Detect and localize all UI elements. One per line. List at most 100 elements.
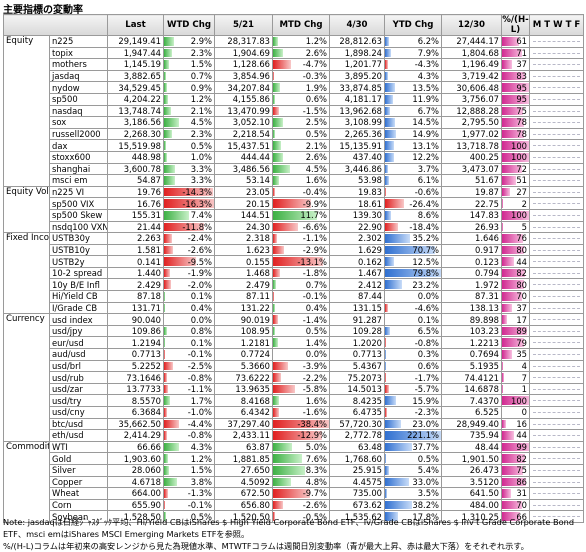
cell-text: 0.7% xyxy=(190,71,212,82)
cell: 13,718.78 xyxy=(441,139,502,152)
cell: -1.8% xyxy=(272,266,330,280)
table-row: sp500 4,204.22 1.2% 4,155.86 0.6% 4,181.17 11.… xyxy=(4,92,584,106)
section-label: Fixed Income xyxy=(3,232,50,315)
data-bar xyxy=(273,431,323,440)
data-bar xyxy=(385,199,404,208)
row-name: btc/usd xyxy=(49,417,108,431)
data-bar xyxy=(385,106,390,116)
cell-text: 22.75 xyxy=(475,198,499,209)
cell-text: 3,052.10 xyxy=(232,117,270,128)
cell-text: 0.0% xyxy=(305,349,327,360)
cell: 0.0% xyxy=(384,290,442,303)
cell: -2.3% xyxy=(384,406,442,419)
cell-text: 23.05 xyxy=(246,187,270,198)
data-bar xyxy=(385,60,389,69)
cell-text: 1,528.50 xyxy=(123,511,161,522)
cell-text: -4.3% xyxy=(414,59,439,70)
cell: 1.2181 xyxy=(214,336,273,350)
cell-text: Wheat xyxy=(52,488,80,499)
note: Note: jasdaqは日経ｼﾞｬｽﾀﾞｯｸ平均、Hi/Yield CBはiS… xyxy=(3,517,575,539)
cell: 735.94 xyxy=(441,429,502,442)
cell-text: 0.155 xyxy=(246,256,270,267)
cell: 664.00 xyxy=(107,487,164,500)
daily-change-cell xyxy=(529,313,584,326)
data-bar xyxy=(273,83,281,92)
cell-text: 66 xyxy=(516,511,527,522)
cell-text: -0.6% xyxy=(414,187,439,198)
cell: 63.48 xyxy=(329,440,385,454)
daily-change-line xyxy=(533,296,580,298)
daily-change-cell xyxy=(529,452,584,465)
cell-text: -9.7% xyxy=(302,488,327,499)
cell: 108.95 xyxy=(214,324,273,338)
daily-change-cell xyxy=(529,174,584,187)
cell-text: 735.94 xyxy=(469,430,499,441)
row-name: sp500 VIX xyxy=(49,197,108,210)
data-bar xyxy=(273,37,278,46)
cell: 0.162 xyxy=(329,255,385,268)
cell-text: 2,265.36 xyxy=(344,129,382,140)
cell: 1,528.50 xyxy=(107,510,164,523)
data-bar xyxy=(502,164,523,174)
cell-text: 3,446.86 xyxy=(344,163,382,174)
cell: 0.141 xyxy=(107,255,164,268)
data-bar xyxy=(385,83,395,92)
cell-text: 131.71 xyxy=(131,302,161,313)
cell-text: -1.3% xyxy=(187,488,212,499)
cell: -5.8% xyxy=(272,382,330,396)
cell-text: -2.5% xyxy=(187,360,212,371)
cell: 13,470.99 xyxy=(214,104,273,118)
cell-text: 63.87 xyxy=(246,442,270,453)
daily-change-cell xyxy=(529,278,584,292)
cell: 70.7% xyxy=(384,243,442,257)
data-bar xyxy=(502,373,504,382)
cell: 23.2% xyxy=(384,278,442,292)
cell: 2.1% xyxy=(163,104,215,118)
cell: -0.1% xyxy=(163,498,215,512)
cell-text: 23.2% xyxy=(412,279,439,290)
cell-text: 4,204.22 xyxy=(123,94,161,105)
cell-text: 2,795.50 xyxy=(461,117,499,128)
data-bar xyxy=(164,431,167,440)
cell-text: 3.8% xyxy=(190,476,212,487)
data-bar xyxy=(164,384,168,394)
cell-text: 11.7% xyxy=(300,210,327,221)
header-row: Last WTD Chg 5/21 MTD Chg 4/30 YTD Chg 12/30 %/… xyxy=(3,14,584,36)
cell-text: 75.2073 xyxy=(347,372,382,383)
table-row: msci em 54.87 3.3% 53.14 1.6% 53.98 6.1% 51.67 5… xyxy=(4,174,584,187)
cell-text: usd index xyxy=(52,314,93,325)
section-label: Equity Vols xyxy=(3,185,50,234)
data-bar xyxy=(502,60,513,69)
data-bar xyxy=(502,292,522,301)
cell: 57,720.30 xyxy=(329,417,385,431)
data-bar xyxy=(502,152,529,162)
column-header: Last xyxy=(107,14,164,36)
cell: 51.67 xyxy=(441,174,502,187)
cell: 80 xyxy=(501,243,530,257)
cell: 87.44 xyxy=(329,290,385,303)
cell-text: 109.86 xyxy=(131,326,161,337)
cell-text: 1.0% xyxy=(190,152,212,163)
cell-text: 86 xyxy=(516,476,527,487)
cell: -9.5% xyxy=(163,255,215,268)
cell: 2.479 xyxy=(214,278,273,292)
cell-text: 6.4735 xyxy=(352,407,382,418)
daily-change-line xyxy=(533,261,580,263)
cell: 17 xyxy=(501,313,530,326)
cell-text: 6.7% xyxy=(417,105,439,116)
daily-change-line xyxy=(533,180,580,182)
data-bar xyxy=(273,176,280,185)
cell-text: 2.6% xyxy=(305,47,327,58)
cell: 1 xyxy=(501,382,530,396)
cell-text: 37,297.40 xyxy=(227,418,270,429)
row-name: Copper xyxy=(49,475,108,489)
cell: -38.4% xyxy=(272,417,330,431)
daily-change-cell xyxy=(529,116,584,129)
data-bar xyxy=(502,512,521,521)
cell-text: 1,898.24 xyxy=(344,47,382,58)
cell-text: 87.31 xyxy=(475,291,499,302)
cell: 15.9% xyxy=(384,394,442,407)
cell-text: 13,748.74 xyxy=(118,105,161,116)
cell-text: 1.2213 xyxy=(469,337,499,348)
data-bar xyxy=(164,176,176,185)
